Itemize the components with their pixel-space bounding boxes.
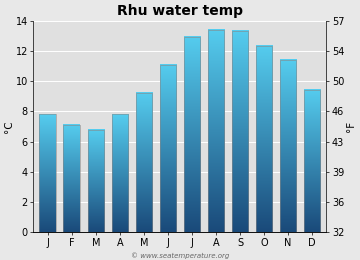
Title: Rhu water temp: Rhu water temp	[117, 4, 243, 18]
Bar	[112, 114, 128, 232]
Y-axis label: °C: °C	[4, 120, 14, 133]
Bar	[184, 37, 201, 232]
Bar	[208, 30, 224, 232]
Y-axis label: °F: °F	[346, 121, 356, 132]
Bar	[231, 31, 248, 232]
Bar	[40, 114, 56, 232]
Bar	[280, 60, 296, 232]
Bar	[159, 64, 176, 232]
Bar	[256, 47, 273, 232]
Bar	[135, 93, 152, 232]
Bar	[87, 130, 104, 232]
Text: © www.seatemperature.org: © www.seatemperature.org	[131, 252, 229, 259]
Bar	[63, 125, 80, 232]
Bar	[303, 90, 320, 232]
